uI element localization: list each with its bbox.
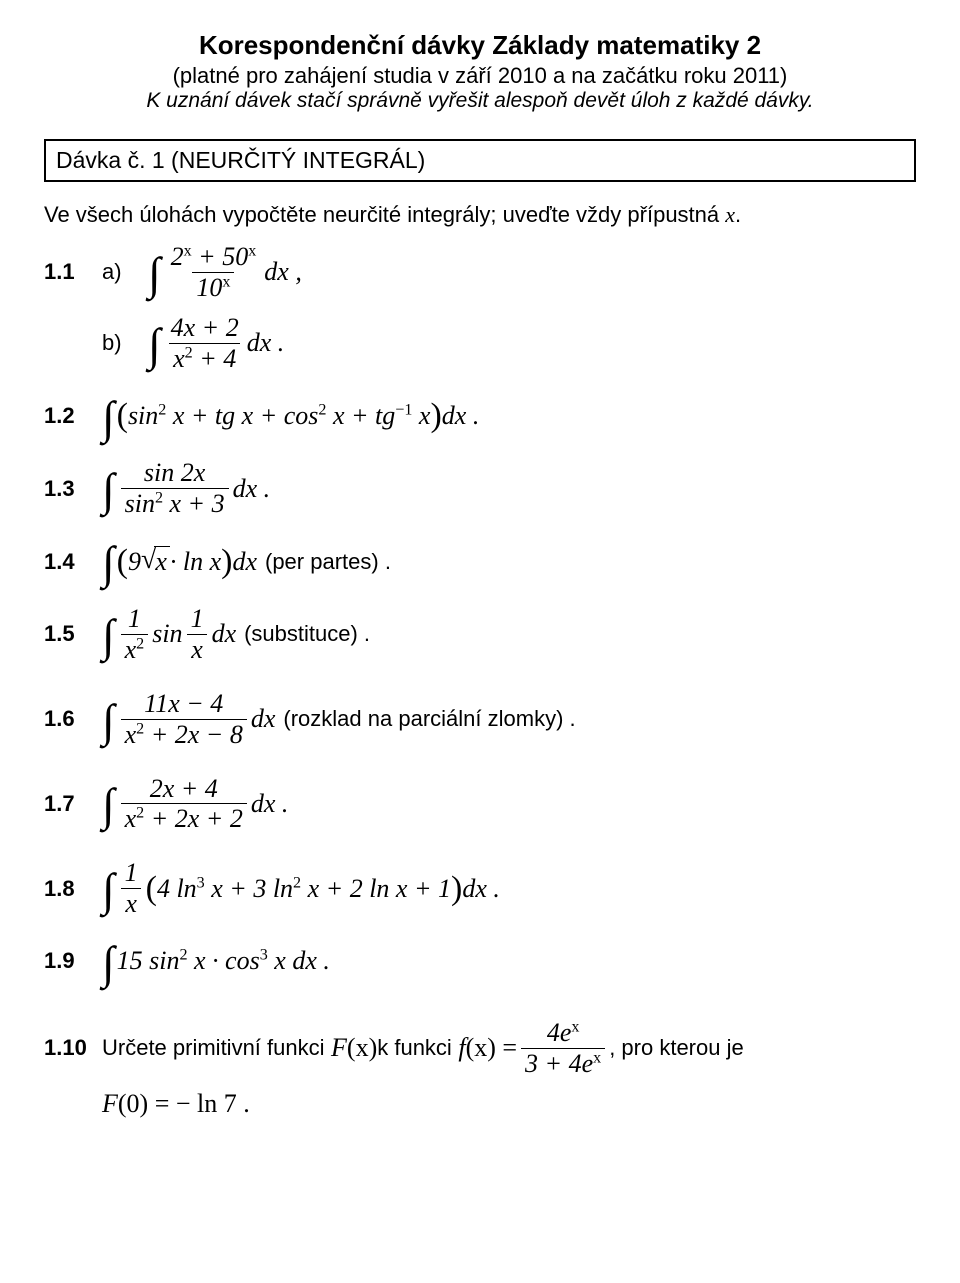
integral-sign: ∫: [102, 703, 115, 740]
problem-1.3: 1.3 ∫ sin 2x sin2 x + 3 dx .: [44, 458, 916, 519]
problem-1.5: 1.5 ∫ 1 x2 sin 1 x dx (substituce) .: [44, 604, 916, 665]
item-number: 1.5: [44, 621, 102, 647]
problem-1.1a: 1.1 a) ∫ 2x + 50x 10x dx ,: [44, 242, 916, 303]
problem-1.2: 1.2 ∫ ( sin2 x + tg x + cos2 x + tg−1 x …: [44, 398, 916, 435]
equation: ∫ 2x + 4 x2 + 2x + 2 dx .: [102, 774, 288, 835]
equation: ∫ 11x − 4 x2 + 2x − 8 dx: [102, 689, 275, 750]
problem-1.10: 1.10 Určete primitivní funkci F(x) k fun…: [44, 1018, 916, 1079]
intro-suffix: .: [735, 202, 741, 227]
integral-sign: ∫: [148, 327, 161, 364]
section-heading: Dávka č. 1 (NEURČITÝ INTEGRÁL): [44, 139, 916, 182]
item-number: 1.7: [44, 791, 102, 817]
item-number: 1.6: [44, 706, 102, 732]
intro-var: x: [725, 202, 735, 227]
integral-sign: ∫: [102, 400, 115, 437]
equation: F(0) = − ln 7 .: [102, 1089, 250, 1119]
item-sublabel: b): [102, 330, 148, 356]
item-number: 1.4: [44, 549, 102, 575]
equation: ∫ ( sin2 x + tg x + cos2 x + tg−1 x ) dx…: [102, 398, 479, 435]
item-sublabel: a): [102, 259, 148, 285]
method-note: (substituce) .: [244, 621, 370, 647]
equation: ∫ 2x + 50x 10x dx ,: [148, 242, 302, 303]
problem-1.8: 1.8 ∫ 1 x ( 4 ln3 x + 3 ln2 x + 2 ln x +…: [44, 858, 916, 919]
item-number: 1.8: [44, 876, 102, 902]
problem-1.10-line2: F(0) = − ln 7 .: [44, 1089, 916, 1119]
equation: ∫ 15 sin2 x · cos3 x dx .: [102, 943, 330, 980]
page-subtitle: (platné pro zahájení studia v září 2010 …: [44, 63, 916, 89]
equation: ∫ 1 x2 sin 1 x dx: [102, 604, 236, 665]
equation: ∫ 1 x ( 4 ln3 x + 3 ln2 x + 2 ln x + 1 )…: [102, 858, 500, 919]
integral-sign: ∫: [102, 618, 115, 655]
item-number: 1.10: [44, 1035, 102, 1061]
problem-text: Určete primitivní funkci F(x) k funkci f…: [102, 1018, 744, 1079]
problem-1.4: 1.4 ∫ ( 9 √x · ln x ) dx (per partes) .: [44, 543, 916, 580]
item-number: 1.3: [44, 476, 102, 502]
item-number: 1.2: [44, 403, 102, 429]
problem-1.7: 1.7 ∫ 2x + 4 x2 + 2x + 2 dx .: [44, 774, 916, 835]
method-note: (rozklad na parciální zlomky) .: [283, 706, 575, 732]
integral-sign: ∫: [102, 545, 115, 582]
integral-sign: ∫: [102, 872, 115, 909]
problem-1.1b: b) ∫ 4x + 2 x2 + 4 dx .: [44, 313, 916, 374]
equation: ∫ 4x + 2 x2 + 4 dx .: [148, 313, 284, 374]
item-number: 1.9: [44, 948, 102, 974]
page-title: Korespondenční dávky Základy matematiky …: [44, 30, 916, 61]
problem-1.9: 1.9 ∫ 15 sin2 x · cos3 x dx .: [44, 943, 916, 980]
item-number: 1.1: [44, 259, 102, 285]
integral-sign: ∫: [102, 945, 115, 982]
problem-1.6: 1.6 ∫ 11x − 4 x2 + 2x − 8 dx (rozklad na…: [44, 689, 916, 750]
equation: ∫ sin 2x sin2 x + 3 dx .: [102, 458, 270, 519]
intro-prefix: Ve všech úlohách vypočtěte neurčité inte…: [44, 202, 725, 227]
integral-sign: ∫: [148, 256, 161, 293]
intro-text: Ve všech úlohách vypočtěte neurčité inte…: [44, 202, 916, 228]
method-note: (per partes) .: [265, 549, 391, 575]
equation: ∫ ( 9 √x · ln x ) dx: [102, 543, 257, 580]
integral-sign: ∫: [102, 787, 115, 824]
integral-sign: ∫: [102, 472, 115, 509]
page-subnote: K uznání dávek stačí správně vyřešit ale…: [44, 89, 916, 113]
